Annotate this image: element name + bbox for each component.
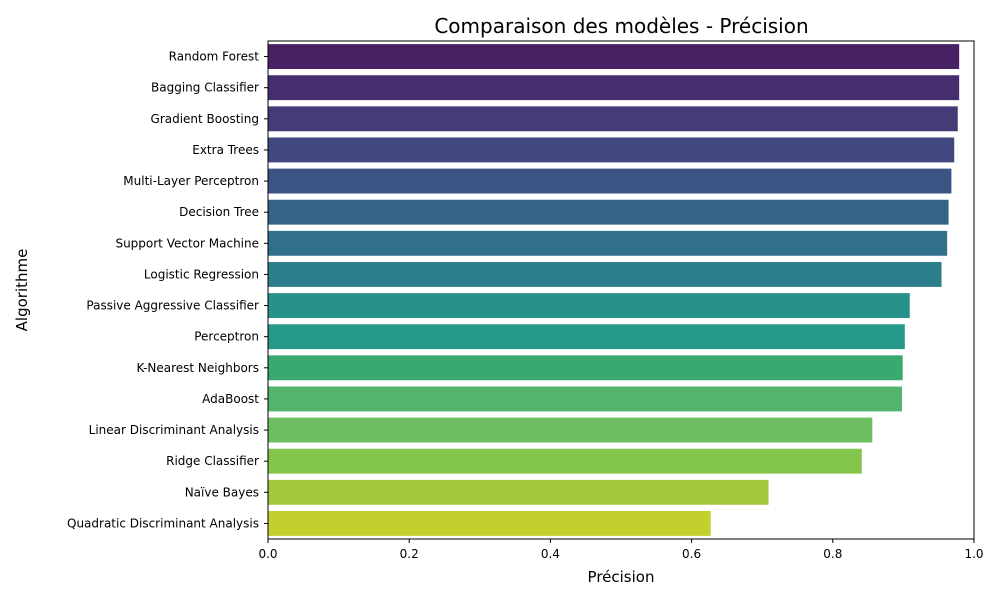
chart-title: Comparaison des modèles - Précision — [434, 14, 808, 38]
x-tick-label: 0.4 — [541, 547, 560, 561]
bar — [268, 479, 769, 505]
y-tick-label: Linear Discriminant Analysis — [89, 423, 259, 437]
bar — [268, 199, 949, 225]
bar — [268, 75, 960, 101]
bar — [268, 448, 862, 474]
y-tick-label: Bagging Classifier — [151, 81, 259, 95]
x-tick-label: 0.6 — [682, 547, 701, 561]
bar — [268, 324, 905, 350]
y-tick-label: Support Vector Machine — [115, 236, 259, 250]
y-tick-label: Passive Aggressive Classifier — [86, 299, 259, 313]
bar — [268, 510, 711, 536]
y-tick-label: Decision Tree — [179, 205, 259, 219]
bar — [268, 168, 952, 194]
bars-group — [268, 44, 960, 536]
y-tick-label: Quadratic Discriminant Analysis — [67, 516, 259, 530]
y-tick-label: K-Nearest Neighbors — [136, 361, 259, 375]
bar — [268, 230, 948, 256]
y-tick-label: Gradient Boosting — [151, 112, 259, 126]
bar — [268, 261, 942, 287]
bar — [268, 293, 910, 319]
y-tick-label: AdaBoost — [202, 392, 259, 406]
y-tick-label: Naïve Bayes — [185, 485, 259, 499]
y-tick-label: Extra Trees — [192, 143, 259, 157]
y-tick-label: Ridge Classifier — [166, 454, 259, 468]
y-tick-label: Logistic Regression — [144, 267, 259, 281]
y-axis-ticks: Random Forest Bagging Classifier Gradient … — [67, 50, 268, 530]
y-axis-title: Algorithme — [13, 249, 31, 332]
x-tick-label: 1.0 — [964, 547, 983, 561]
x-tick-label: 0.2 — [400, 547, 419, 561]
bar — [268, 137, 955, 163]
x-tick-label: 0.8 — [823, 547, 842, 561]
x-tick-label: 0.0 — [258, 547, 277, 561]
bar — [268, 386, 902, 412]
bar — [268, 44, 960, 70]
x-axis-ticks: 0.0 0.2 0.4 0.6 0.8 1.0 — [258, 539, 984, 561]
y-tick-label: Perceptron — [194, 330, 259, 344]
bar — [268, 106, 958, 132]
x-axis-title: Précision — [588, 568, 655, 586]
y-tick-label: Random Forest — [169, 50, 260, 64]
y-tick-label: Multi-Layer Perceptron — [123, 174, 259, 188]
bar — [268, 417, 873, 443]
plot-frame — [267, 40, 975, 540]
bar — [268, 355, 903, 381]
